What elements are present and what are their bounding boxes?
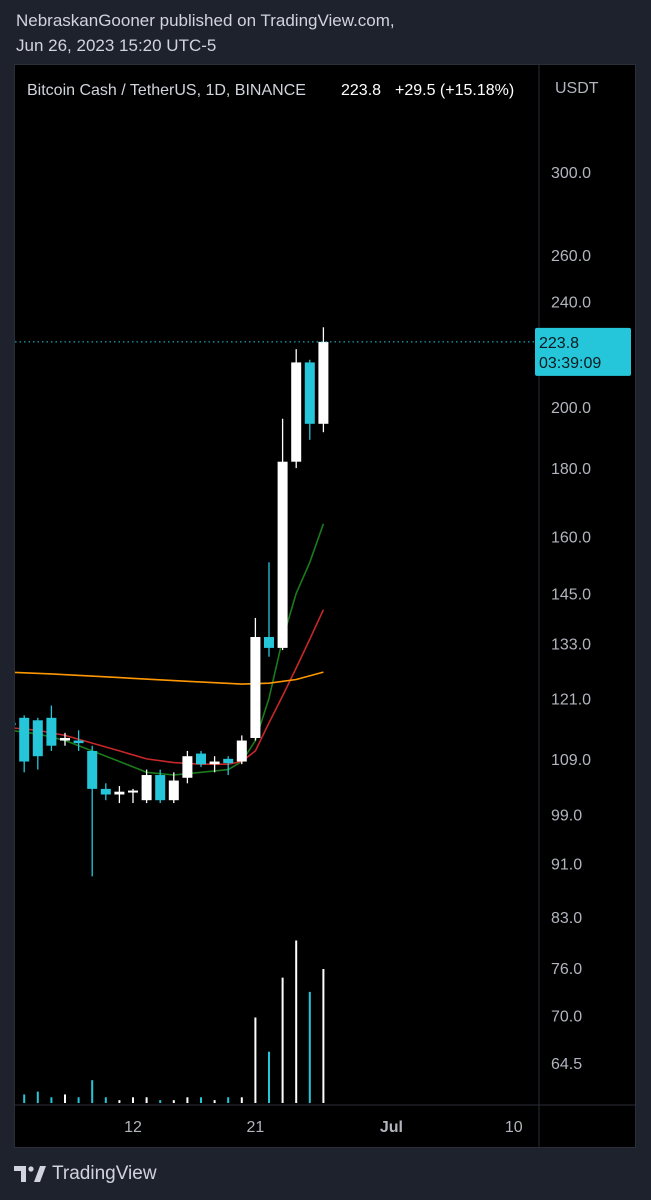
y-tick-label: 83.0: [551, 910, 582, 927]
x-tick-label: 21: [247, 1119, 265, 1136]
candle-body: [100, 788, 111, 795]
moving-average-line: [15, 609, 325, 766]
candle-body: [87, 750, 98, 789]
candle-body: [114, 791, 125, 795]
candle-body: [196, 753, 206, 765]
y-tick-label: 99.0: [551, 808, 582, 825]
y-tick-label: 160.0: [551, 529, 591, 546]
y-tick-label: 145.0: [551, 586, 591, 603]
price-tag: [535, 327, 631, 376]
y-tick-label: 133.0: [551, 637, 591, 654]
price-tag-countdown: 03:39:09: [539, 355, 601, 372]
tradingview-brand: TradingView: [52, 1163, 157, 1184]
x-tick-label: Jul: [380, 1119, 403, 1136]
candle-body: [318, 341, 329, 424]
y-tick-label: 200.0: [551, 400, 591, 417]
y-tick-label: 76.0: [551, 961, 582, 978]
y-tick-label: 300.0: [551, 165, 591, 182]
candle-body: [304, 362, 315, 424]
candle-body: [182, 756, 193, 778]
candle-body: [250, 637, 261, 738]
candle-body: [209, 761, 220, 765]
x-tick-label: 10: [505, 1119, 523, 1136]
chart-panel[interactable]: 64.5 70.0 76.0 83.0 91.0 99.0 109.0 121.0 133.0 1…: [14, 64, 636, 1148]
candle-body: [141, 775, 152, 801]
price-tag-value: 223.8: [539, 335, 579, 352]
x-tick-label: 12: [124, 1119, 142, 1136]
candle-body: [73, 740, 84, 744]
price-chart[interactable]: 64.5 70.0 76.0 83.0 91.0 99.0 109.0 121.0 133.0 1…: [15, 65, 636, 1148]
candle-body: [291, 362, 302, 462]
publish-date: Jun 26, 2023 15:20 UTC-5: [16, 36, 217, 55]
candle-body: [264, 637, 274, 648]
y-tick-label: 109.0: [551, 752, 591, 769]
candle-body: [128, 790, 138, 793]
tradingview-logo[interactable]: TradingView: [14, 1162, 157, 1186]
y-tick-label: 260.0: [551, 248, 591, 265]
y-tick-label: 121.0: [551, 691, 591, 708]
publish-header: NebraskanGooner published on TradingView…: [0, 0, 651, 64]
last-price: 223.8: [341, 82, 381, 99]
y-tick-label: 64.5: [551, 1056, 582, 1073]
candle-body: [223, 758, 234, 764]
publisher-line: NebraskanGooner published on TradingView…: [16, 11, 395, 30]
candle-body: [32, 720, 43, 757]
y-tick-label: 180.0: [551, 461, 591, 478]
y-tick-label: 91.0: [551, 856, 582, 873]
candle-body: [19, 717, 30, 762]
candle-body: [168, 780, 179, 801]
moving-average-line: [15, 671, 324, 685]
candle-body: [236, 740, 247, 762]
tradingview-logo-icon: [14, 1166, 46, 1182]
y-tick-label: 240.0: [551, 294, 591, 311]
candle-body: [46, 717, 57, 746]
candle-body: [277, 461, 288, 648]
y-tick-label: 70.0: [551, 1009, 582, 1026]
candle-body: [60, 737, 70, 741]
price-change: +29.5 (+15.18%): [395, 82, 514, 99]
moving-average-line: [15, 523, 325, 776]
symbol-title: Bitcoin Cash / TetherUS, 1D, BINANCE: [27, 82, 306, 99]
footer: TradingView: [0, 1148, 651, 1200]
candle-body: [155, 775, 166, 801]
candle-body: [15, 722, 16, 726]
currency-label: USDT: [555, 80, 599, 97]
